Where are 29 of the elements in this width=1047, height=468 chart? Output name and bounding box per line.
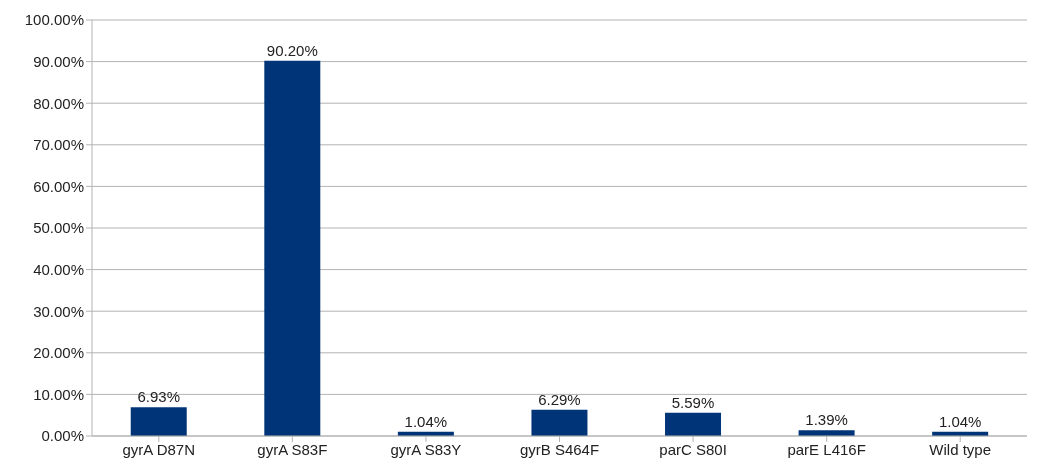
bar bbox=[665, 412, 722, 436]
y-tick-label: 0.00% bbox=[41, 427, 84, 445]
y-tick-label: 10.00% bbox=[33, 385, 84, 403]
y-tick-label: 60.00% bbox=[33, 177, 84, 195]
y-tick-label: 70.00% bbox=[33, 136, 84, 154]
y-tick-label: 90.00% bbox=[33, 52, 84, 70]
data-label: 6.93% bbox=[137, 388, 181, 406]
y-tick-label: 40.00% bbox=[33, 260, 84, 278]
bar bbox=[130, 407, 187, 436]
bar bbox=[264, 60, 321, 436]
data-label: 5.59% bbox=[671, 393, 715, 411]
y-tick-label: 50.00% bbox=[33, 219, 84, 237]
data-label: 1.04% bbox=[404, 412, 448, 430]
x-tick-label: gyrA S83F bbox=[257, 440, 328, 458]
data-label: 1.04% bbox=[938, 412, 982, 430]
data-label: 6.29% bbox=[538, 390, 581, 408]
x-tick-label: gyrA D87N bbox=[122, 440, 196, 458]
bar bbox=[531, 409, 588, 436]
x-tick-label: parE L416F bbox=[787, 440, 866, 458]
x-tick-label: parC S80I bbox=[659, 440, 727, 458]
data-label: 1.39% bbox=[805, 411, 848, 429]
y-tick-label: 80.00% bbox=[33, 94, 84, 112]
y-tick-label: 20.00% bbox=[33, 344, 84, 362]
x-tick-label: Wild type bbox=[929, 440, 992, 458]
x-tick-label: gyrA S83Y bbox=[390, 440, 462, 458]
y-tick-label: 30.00% bbox=[33, 302, 84, 320]
y-tick-label: 100.00% bbox=[24, 11, 84, 29]
x-tick-label: gyrB S464F bbox=[519, 440, 600, 458]
data-label: 90.20% bbox=[266, 41, 318, 59]
